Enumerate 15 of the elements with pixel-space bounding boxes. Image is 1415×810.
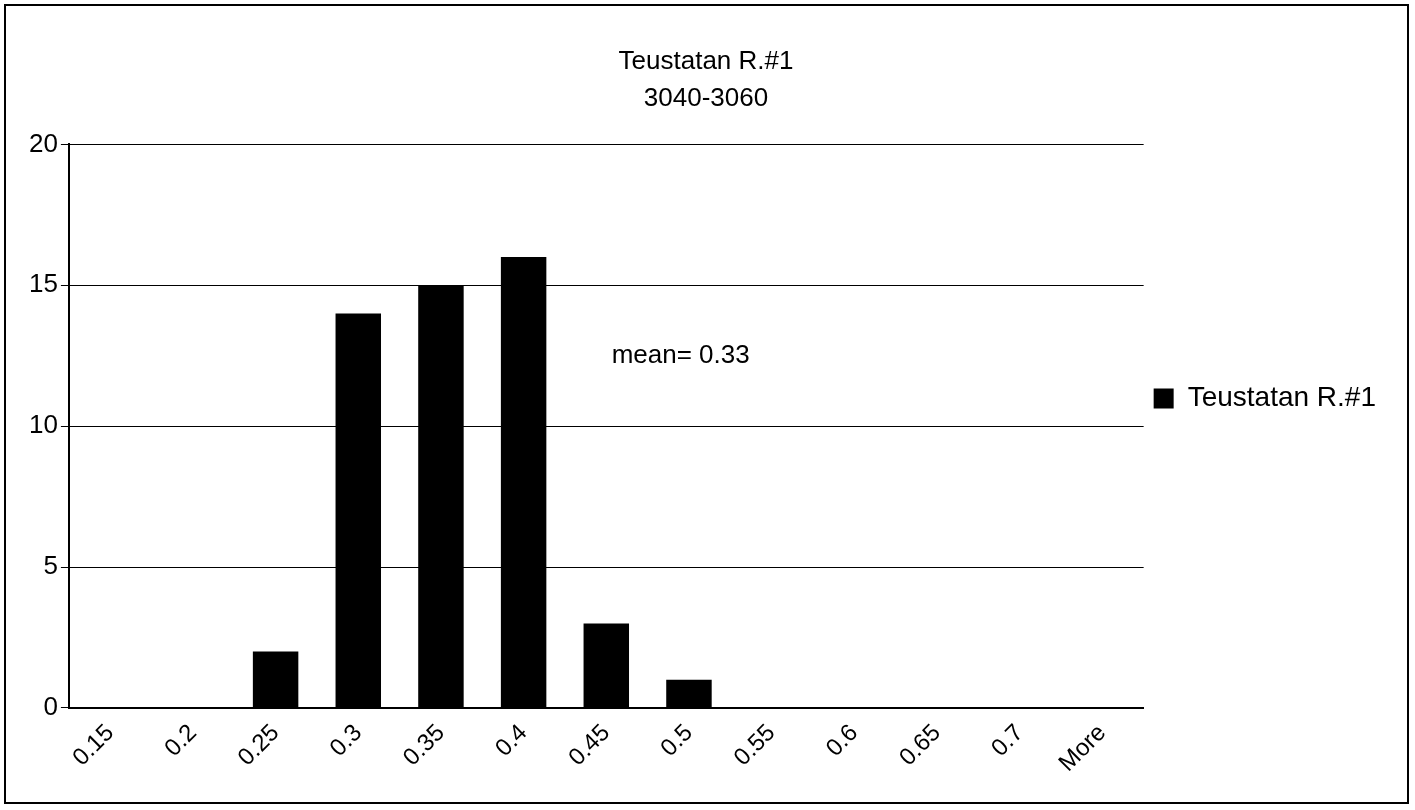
chart-subtitle: 3040-3060 bbox=[643, 81, 769, 112]
y-tick-label: 20 bbox=[29, 127, 58, 158]
x-tick-label: 0.4 bbox=[489, 718, 532, 761]
y-tick-label: 0 bbox=[43, 691, 58, 722]
x-tick-label: 0.6 bbox=[819, 718, 863, 761]
annotation: mean= 0.33 bbox=[611, 338, 750, 369]
chart-title: Teustatan R.#1 bbox=[618, 44, 794, 75]
x-tick-label: 0.5 bbox=[654, 718, 698, 761]
x-tick-label: 0.7 bbox=[985, 718, 1028, 761]
legend-label: Teustatan R.#1 bbox=[1187, 381, 1376, 413]
y-tick-label: 5 bbox=[43, 550, 58, 581]
y-tick-label: 10 bbox=[29, 409, 58, 440]
x-tick-label: 0.2 bbox=[158, 718, 202, 761]
y-tick-label: 15 bbox=[29, 268, 58, 299]
x-tick-label: 0.3 bbox=[323, 718, 367, 761]
